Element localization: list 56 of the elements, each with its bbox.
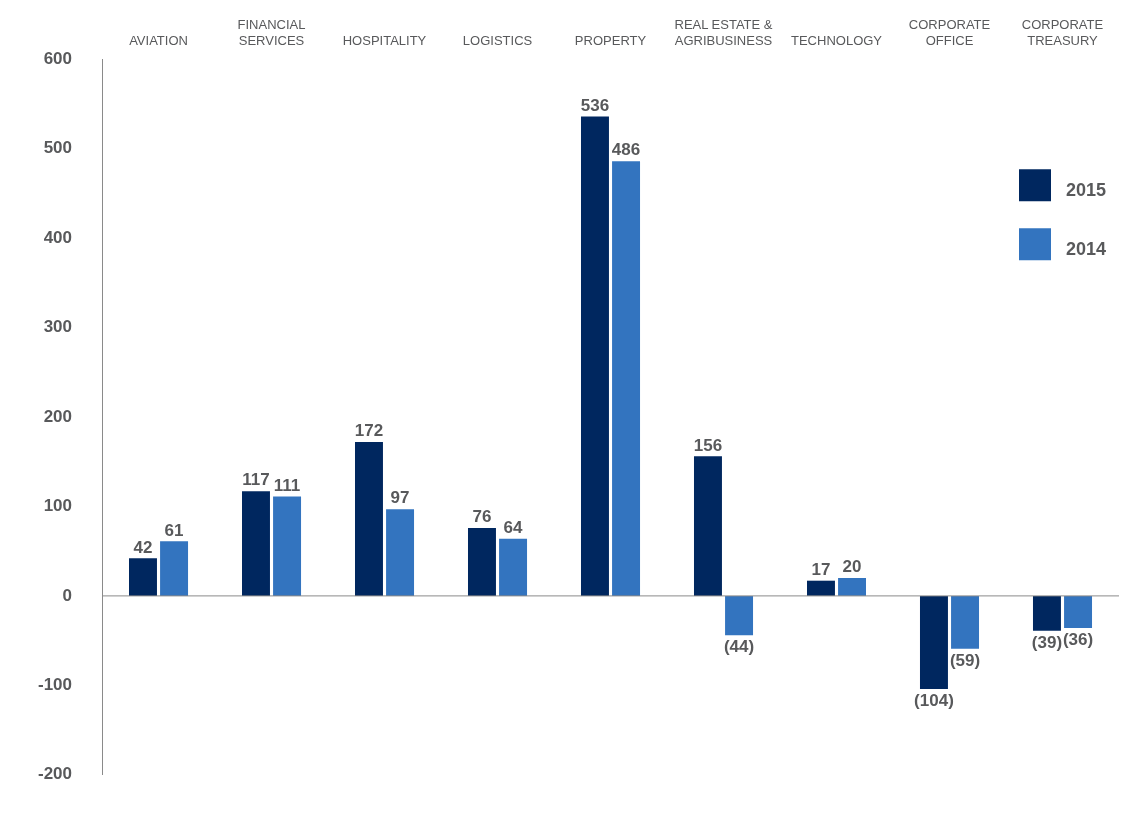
bar [580,116,609,596]
data-label: 61 [164,520,184,540]
data-label: 42 [133,537,153,557]
data-label: 172 [354,421,384,441]
bar [725,595,754,636]
bar [273,496,302,596]
x-tick-label: TECHNOLOGY [791,32,883,48]
bar [951,595,980,649]
bar [129,558,157,596]
legend-label: 2015 [1066,180,1107,201]
bar [499,538,528,596]
bar [919,595,948,689]
bar [355,442,383,596]
x-tick-label: HOSPITALITY [342,32,427,48]
legend-label: 2014 [1066,239,1107,260]
y-tick-label: 500 [43,138,73,158]
x-tick-label: PROPERTY [574,32,647,48]
data-label: 76 [472,507,492,527]
data-label: (44) [723,637,755,657]
bar [1064,595,1093,629]
y-tick-label: -100 [37,675,73,695]
x-tick-label: LOGISTICS [462,32,533,48]
data-label: 17 [811,559,831,579]
data-label: (104) [914,691,954,711]
x-tick-label: CORPORATE OFFICE [908,17,991,48]
y-tick-label: -200 [37,764,73,784]
data-label: (59) [949,650,981,670]
y-tick-label: 400 [43,227,73,247]
data-label: 64 [503,517,524,537]
bar [242,491,270,596]
bar [160,541,189,596]
x-tick-label: CORPORATE TREASURY [1021,17,1104,48]
y-tick-label: 100 [43,496,73,516]
bar [693,456,722,596]
bar [806,580,835,596]
data-label: 486 [611,140,641,160]
data-label: 111 [273,475,301,495]
data-label: (39) [1031,632,1063,652]
y-tick-label: 200 [43,406,73,426]
bar [468,527,496,596]
data-label: 20 [842,557,862,577]
x-tick-label: REAL ESTATE & AGRIBUSINESS [674,17,773,48]
bar [612,161,641,596]
x-tick-label: AVIATION [129,32,188,48]
data-label: 97 [390,488,410,508]
data-label: 117 [242,470,270,490]
data-label: (36) [1062,630,1094,650]
bar [1032,595,1061,631]
data-label: 156 [693,435,723,455]
y-tick-label: 0 [62,585,73,605]
y-tick-label: 300 [43,317,73,337]
x-tick-label: FINANCIAL SERVICES [237,17,306,48]
y-tick-label: 600 [43,48,73,68]
data-label: 536 [580,95,610,115]
bar [838,578,867,596]
bar [386,509,415,596]
